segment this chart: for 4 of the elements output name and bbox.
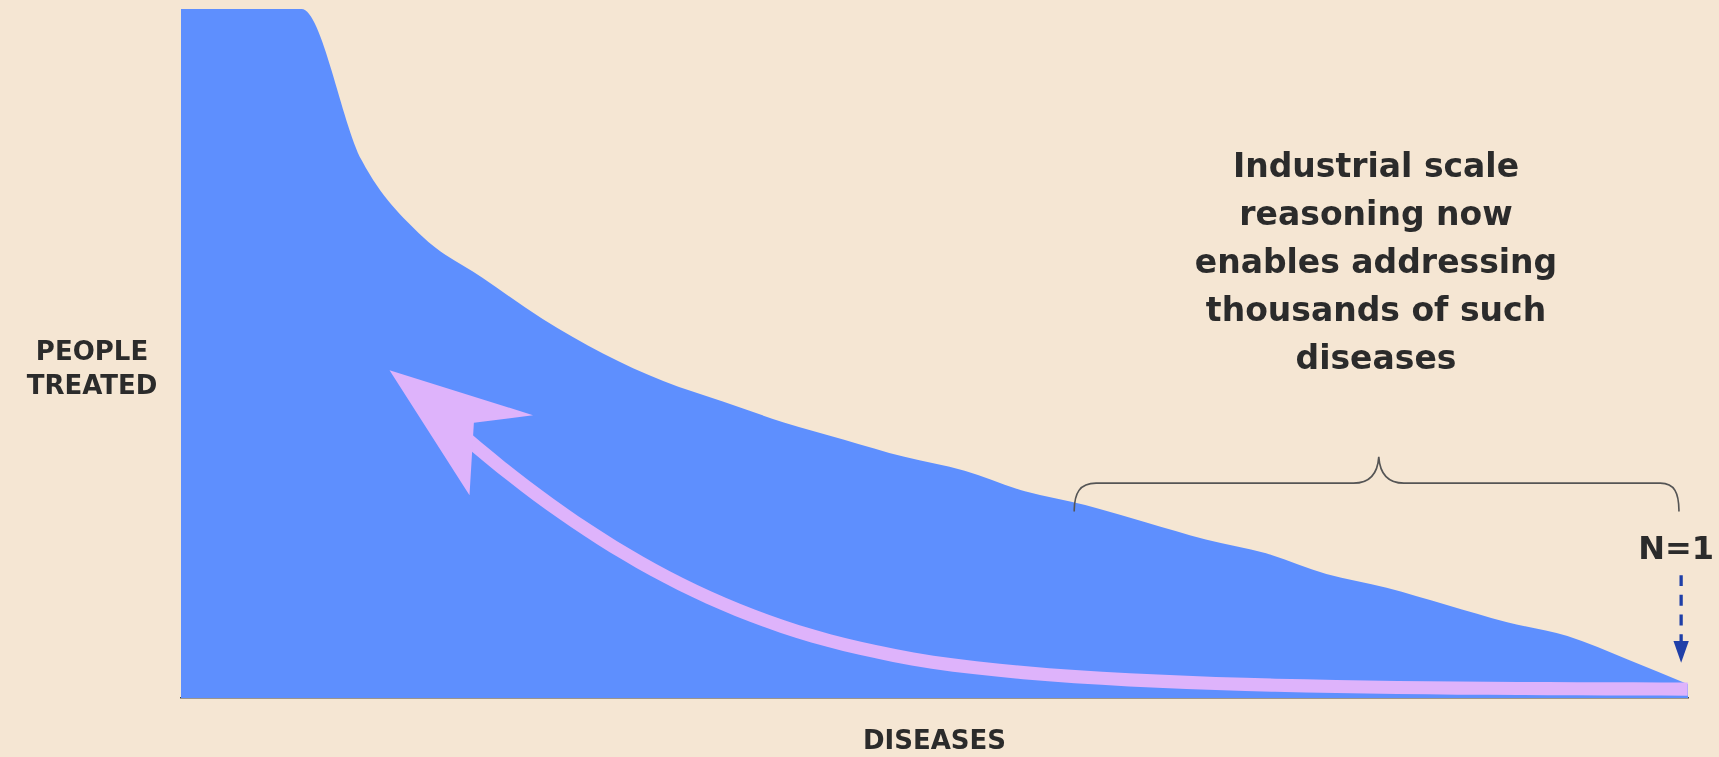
annotation: Industrial scale reasoning now enables addressing thousands of such diseases xyxy=(1194,145,1558,377)
y-axis-title: PEOPLE TREATED xyxy=(26,335,158,400)
annotation: N=1 xyxy=(1638,529,1714,568)
x-axis-title: DISEASES xyxy=(862,724,1007,755)
